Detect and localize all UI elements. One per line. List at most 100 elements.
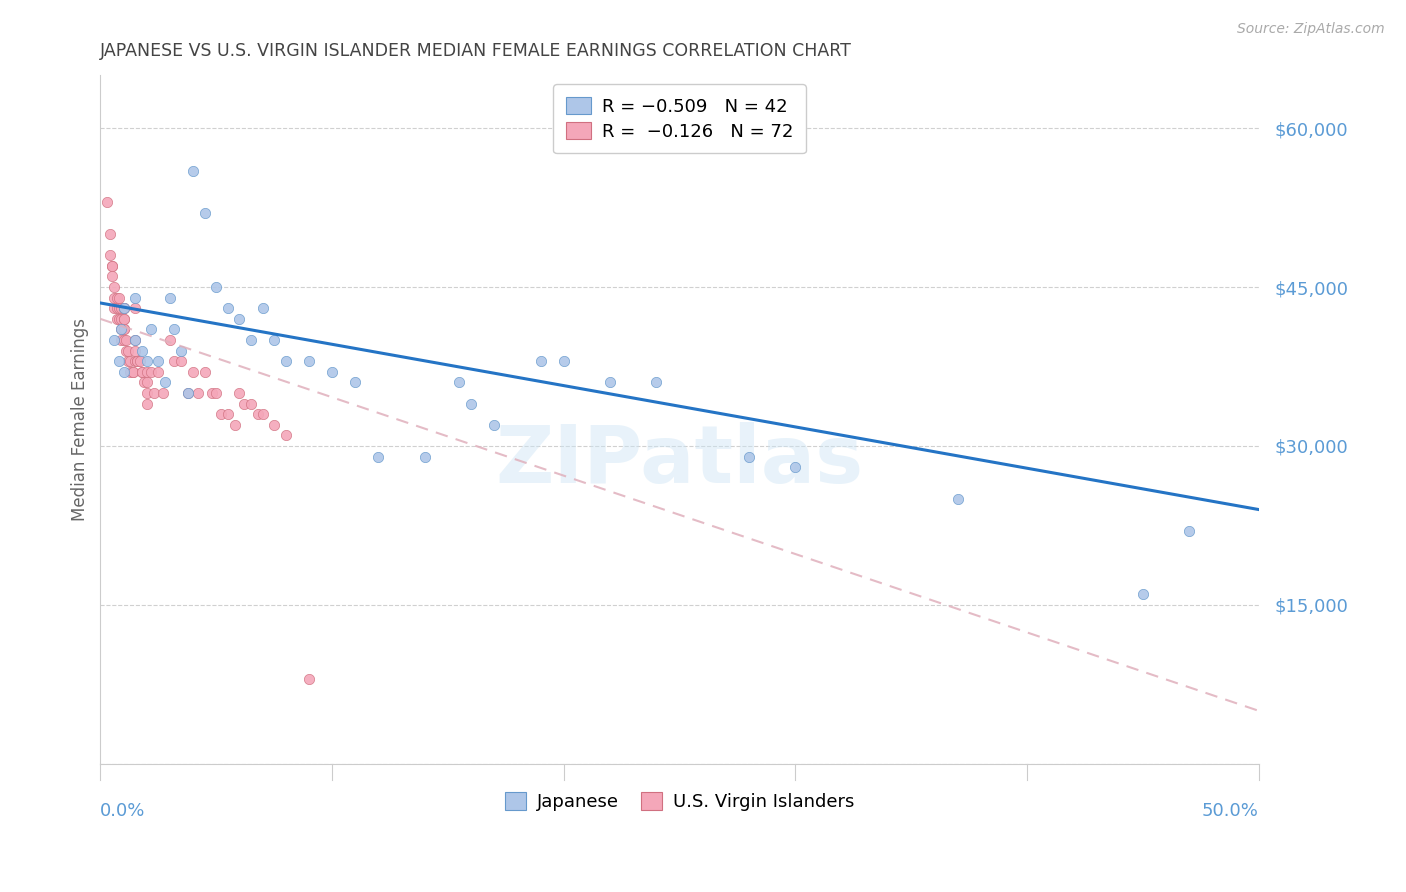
Point bbox=[148, 354, 170, 368]
Point bbox=[124, 291, 146, 305]
Point bbox=[121, 365, 143, 379]
Point bbox=[110, 322, 132, 336]
Point bbox=[101, 259, 124, 273]
Point bbox=[274, 428, 297, 442]
Point bbox=[124, 354, 146, 368]
Point bbox=[194, 206, 217, 220]
Point bbox=[252, 407, 274, 421]
Point bbox=[103, 291, 125, 305]
Point bbox=[205, 280, 228, 294]
Point bbox=[217, 301, 239, 316]
Point bbox=[460, 396, 482, 410]
Point bbox=[367, 450, 389, 464]
Point bbox=[103, 333, 125, 347]
Point bbox=[177, 386, 200, 401]
Point bbox=[115, 333, 138, 347]
Point bbox=[124, 333, 146, 347]
Point bbox=[112, 301, 135, 316]
Point bbox=[112, 311, 135, 326]
Text: JAPANESE VS U.S. VIRGIN ISLANDER MEDIAN FEMALE EARNINGS CORRELATION CHART: JAPANESE VS U.S. VIRGIN ISLANDER MEDIAN … bbox=[100, 42, 852, 60]
Point bbox=[110, 311, 132, 326]
Point bbox=[344, 376, 367, 390]
Point bbox=[599, 376, 621, 390]
Point bbox=[274, 354, 297, 368]
Point bbox=[135, 365, 157, 379]
Point bbox=[298, 354, 321, 368]
Point bbox=[108, 354, 131, 368]
Point bbox=[263, 333, 285, 347]
Point bbox=[105, 311, 128, 326]
Point bbox=[131, 343, 153, 358]
Point bbox=[205, 386, 228, 401]
Point bbox=[209, 407, 232, 421]
Point bbox=[228, 311, 250, 326]
Point bbox=[148, 365, 170, 379]
Point bbox=[177, 386, 200, 401]
Point bbox=[142, 386, 165, 401]
Point bbox=[135, 376, 157, 390]
Point bbox=[112, 365, 135, 379]
Point bbox=[785, 460, 807, 475]
Point bbox=[101, 269, 124, 284]
Point bbox=[108, 301, 131, 316]
Point bbox=[117, 354, 139, 368]
Point bbox=[108, 291, 131, 305]
Point bbox=[645, 376, 668, 390]
Point bbox=[134, 376, 156, 390]
Point bbox=[194, 365, 217, 379]
Point bbox=[96, 195, 118, 210]
Point bbox=[181, 365, 204, 379]
Point bbox=[135, 354, 157, 368]
Point bbox=[110, 322, 132, 336]
Point bbox=[181, 163, 204, 178]
Point bbox=[217, 407, 239, 421]
Point bbox=[124, 343, 146, 358]
Point bbox=[131, 365, 153, 379]
Point bbox=[135, 396, 157, 410]
Point bbox=[946, 491, 969, 506]
Point bbox=[112, 322, 135, 336]
Point bbox=[159, 291, 181, 305]
Point bbox=[187, 386, 209, 401]
Point bbox=[228, 386, 250, 401]
Point bbox=[112, 301, 135, 316]
Point bbox=[112, 333, 135, 347]
Point bbox=[105, 291, 128, 305]
Point bbox=[263, 417, 285, 432]
Point bbox=[105, 301, 128, 316]
Text: ZIPatlas: ZIPatlas bbox=[495, 422, 863, 500]
Point bbox=[224, 417, 246, 432]
Point bbox=[98, 248, 121, 262]
Point bbox=[112, 311, 135, 326]
Point bbox=[128, 354, 150, 368]
Legend: Japanese, U.S. Virgin Islanders: Japanese, U.S. Virgin Islanders bbox=[492, 780, 868, 823]
Point bbox=[127, 354, 149, 368]
Point bbox=[127, 354, 149, 368]
Point bbox=[449, 376, 471, 390]
Point bbox=[1178, 524, 1201, 538]
Point bbox=[252, 301, 274, 316]
Point bbox=[529, 354, 551, 368]
Point bbox=[115, 343, 138, 358]
Point bbox=[553, 354, 575, 368]
Text: 50.0%: 50.0% bbox=[1202, 802, 1258, 820]
Point bbox=[1132, 587, 1154, 601]
Point bbox=[124, 301, 146, 316]
Point bbox=[108, 311, 131, 326]
Point bbox=[484, 417, 506, 432]
Point bbox=[141, 365, 163, 379]
Point bbox=[152, 386, 174, 401]
Point bbox=[163, 322, 186, 336]
Point bbox=[298, 672, 321, 686]
Text: 0.0%: 0.0% bbox=[100, 802, 146, 820]
Point bbox=[246, 407, 269, 421]
Point bbox=[112, 301, 135, 316]
Text: Source: ZipAtlas.com: Source: ZipAtlas.com bbox=[1237, 22, 1385, 37]
Point bbox=[117, 343, 139, 358]
Point bbox=[110, 333, 132, 347]
Point bbox=[155, 376, 177, 390]
Point bbox=[159, 333, 181, 347]
Y-axis label: Median Female Earnings: Median Female Earnings bbox=[72, 318, 89, 521]
Point bbox=[239, 333, 262, 347]
Point bbox=[120, 365, 142, 379]
